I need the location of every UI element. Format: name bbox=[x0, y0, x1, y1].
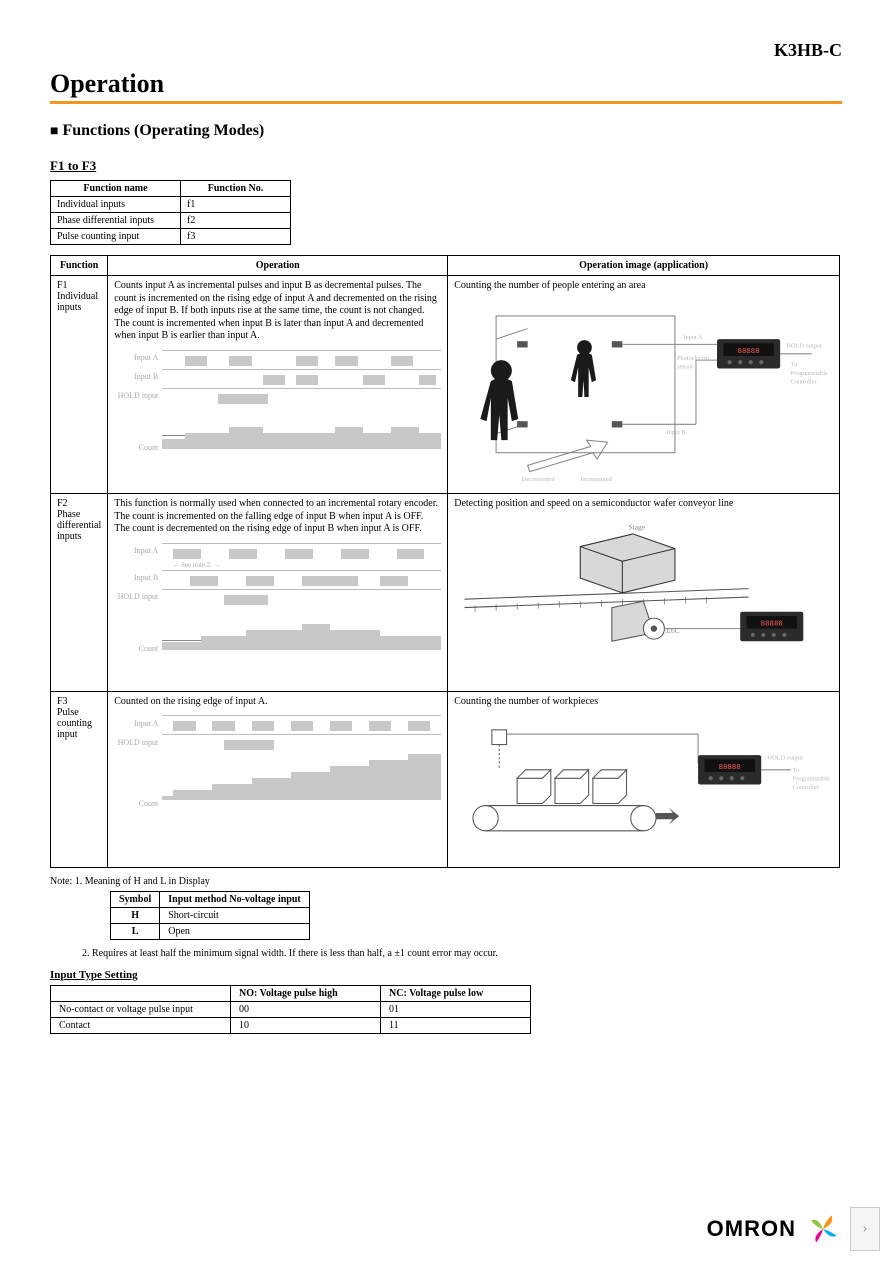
brand-text: OMRON bbox=[707, 1216, 796, 1242]
svg-text:To: To bbox=[793, 767, 800, 774]
svg-text:Controller: Controller bbox=[793, 783, 820, 790]
svg-text:88888: 88888 bbox=[719, 761, 741, 770]
table-row-f2: F2 Phase differential inputs This functi… bbox=[51, 494, 840, 691]
table-row: No-contact or voltage pulse input 00 01 bbox=[51, 1002, 531, 1018]
svg-text:Stage: Stage bbox=[629, 523, 646, 532]
svg-text:Programmable: Programmable bbox=[791, 370, 828, 377]
op-text: This function is normally used when conn… bbox=[114, 498, 441, 536]
th-function-name: Function name bbox=[51, 181, 181, 197]
svg-text:Incremented: Incremented bbox=[580, 476, 612, 483]
app-text: Detecting position and speed on a semico… bbox=[454, 498, 833, 509]
next-page-button[interactable]: › bbox=[850, 1207, 880, 1251]
th-function-no: Function No. bbox=[181, 181, 291, 197]
svg-text:Programmable: Programmable bbox=[793, 775, 830, 782]
chevron-right-icon: › bbox=[863, 1221, 868, 1237]
note-1: Note: 1. Meaning of H and L in Display bbox=[50, 876, 842, 887]
app-text: Counting the number of people entering a… bbox=[454, 280, 833, 291]
svg-text:Photoelectric: Photoelectric bbox=[677, 355, 710, 362]
timing-diagram-f1: Input A Input B HOLD input Count bbox=[114, 349, 441, 452]
input-type-table: NO: Voltage pulse high NC: Voltage pulse… bbox=[50, 985, 531, 1034]
svg-text:sensor: sensor bbox=[677, 364, 694, 371]
note-2: 2. Requires at least half the minimum si… bbox=[82, 948, 842, 959]
svg-text:Controller: Controller bbox=[791, 378, 818, 385]
page-footer: OMRON › bbox=[707, 1207, 880, 1251]
conveyor-illustration: E6C 88888 Stage bbox=[454, 515, 833, 683]
range-heading: F1 to F3 bbox=[50, 158, 842, 174]
table-row-f3: F3 Pulse counting input Counted on the r… bbox=[51, 691, 840, 867]
svg-text:88888: 88888 bbox=[761, 619, 783, 628]
page-title: Operation bbox=[50, 69, 842, 104]
svg-text:Input A: Input A bbox=[684, 334, 704, 341]
fn-id: F3 bbox=[57, 696, 101, 707]
timing-diagram-f2: Input A ← See note 2. → Input B HOLD inp… bbox=[114, 542, 441, 653]
note-table: SymbolInput method No-voltage input HSho… bbox=[110, 891, 310, 940]
table-row: Individual inputsf1 bbox=[51, 197, 291, 213]
svg-text:Decremented: Decremented bbox=[522, 476, 556, 483]
people-counter-illustration: 88888 Input A Input B HOLD output To Pro… bbox=[454, 297, 833, 486]
svg-text:HOLD output: HOLD output bbox=[768, 754, 803, 761]
table-row: Pulse counting inputf3 bbox=[51, 229, 291, 245]
th-function: Function bbox=[51, 256, 108, 276]
brand-logo-icon bbox=[806, 1212, 840, 1246]
fn-name: Phase differential inputs bbox=[57, 509, 101, 542]
workpiece-illustration: 88888 HOLD output To Programmable Contro… bbox=[454, 713, 833, 860]
fn-name: Pulse counting input bbox=[57, 707, 101, 740]
fn-name: Individual inputs bbox=[57, 291, 101, 313]
table-row: Phase differential inputsf2 bbox=[51, 213, 291, 229]
svg-text:Input B: Input B bbox=[667, 429, 686, 436]
app-text: Counting the number of workpieces bbox=[454, 696, 833, 707]
svg-text:88888: 88888 bbox=[738, 346, 760, 355]
th-operation: Operation bbox=[108, 256, 448, 276]
timing-diagram-f3: Input A HOLD input Count bbox=[114, 714, 441, 808]
model-number: K3HB-C bbox=[50, 40, 842, 61]
section-heading: ■Functions (Operating Modes) bbox=[50, 122, 842, 140]
svg-text:To: To bbox=[791, 361, 798, 368]
fn-id: F1 bbox=[57, 280, 101, 291]
table-row-f1: F1 Individual inputs Counts input A as i… bbox=[51, 276, 840, 494]
input-type-heading: Input Type Setting bbox=[50, 969, 842, 981]
svg-text:E6C: E6C bbox=[667, 626, 680, 635]
table-row: Contact 10 11 bbox=[51, 1018, 531, 1034]
op-text: Counts input A as incremental pulses and… bbox=[114, 280, 441, 343]
operation-table: Function Operation Operation image (appl… bbox=[50, 255, 840, 868]
function-list-table: Function name Function No. Individual in… bbox=[50, 180, 291, 245]
fn-id: F2 bbox=[57, 498, 101, 509]
th-application: Operation image (application) bbox=[448, 256, 840, 276]
op-text: Counted on the rising edge of input A. bbox=[114, 696, 441, 709]
square-bullet-icon: ■ bbox=[50, 124, 58, 139]
svg-text:HOLD output: HOLD output bbox=[787, 343, 822, 350]
